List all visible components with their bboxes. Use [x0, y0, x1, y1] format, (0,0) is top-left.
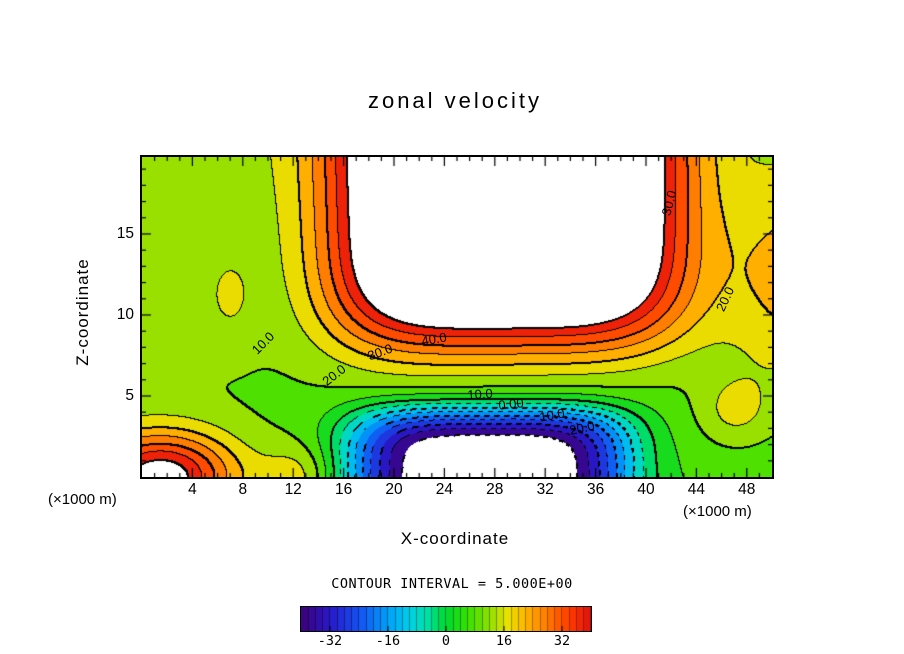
y-tick-label: 5	[125, 386, 134, 404]
contour-label: 0.00	[497, 395, 525, 413]
colorbar	[300, 606, 592, 632]
x-tick-label: 20	[385, 481, 403, 498]
x-tick-label: 8	[238, 481, 248, 498]
x-tick-label: 36	[586, 481, 605, 498]
y-axis-unit: (×1000 m)	[48, 491, 117, 508]
y-axis-label: Z-coordinate	[73, 258, 92, 366]
colorbar-tick-label: 16	[495, 633, 513, 649]
x-tick-label: 24	[435, 481, 454, 498]
x-axis-label: X-coordinate	[400, 529, 510, 548]
x-tick-label: 48	[738, 481, 756, 498]
contour-label: 10.0	[466, 385, 493, 402]
x-tick-label: 16	[334, 481, 353, 498]
colorbar-canvas	[301, 607, 591, 631]
x-tick-label: 12	[284, 481, 302, 498]
x-axis-unit: (×1000 m)	[683, 503, 752, 520]
colorbar-tick-label: 32	[553, 633, 571, 649]
chart-title: zonal velocity	[367, 88, 543, 113]
colorbar-tick-label: -32	[317, 633, 343, 649]
x-tick-label: 28	[486, 481, 504, 498]
x-tick-label: 44	[687, 481, 706, 498]
y-tick-label: 10	[116, 305, 134, 323]
x-tick-label: 40	[637, 481, 655, 498]
x-tick-label: 4	[188, 481, 197, 498]
contour-interval-text: CONTOUR INTERVAL = 5.000E+00	[331, 576, 573, 592]
contour-plot-canvas	[142, 157, 772, 477]
colorbar-tick-label: 0	[441, 633, 451, 649]
colorbar-tick-label: -16	[375, 633, 401, 649]
x-tick-label: 32	[536, 481, 554, 498]
y-tick-label: 15	[116, 224, 134, 242]
contour-plot-area: 10.0 20.0 30.0 40.0 30.0 20.0 10.0 0.00 10.0 20.0	[140, 155, 774, 479]
